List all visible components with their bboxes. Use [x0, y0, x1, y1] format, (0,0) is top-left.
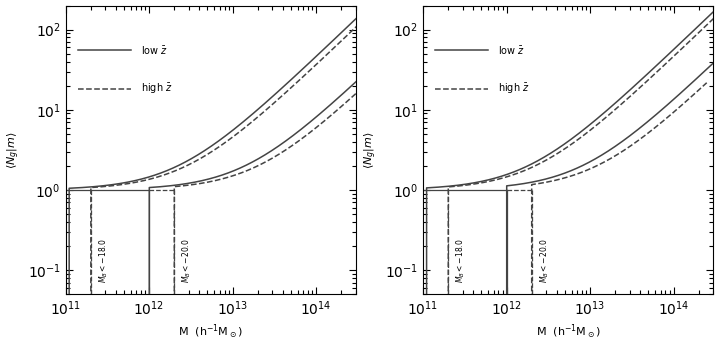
Y-axis label: $\langle N_g|m \rangle$: $\langle N_g|m \rangle$: [6, 131, 22, 169]
Text: $M_B<-18.0$: $M_B<-18.0$: [97, 238, 110, 282]
Text: high $\bar{z}$: high $\bar{z}$: [498, 82, 530, 96]
Text: $M_B<-20.0$: $M_B<-20.0$: [181, 238, 193, 282]
Y-axis label: $\langle N_g|m \rangle$: $\langle N_g|m \rangle$: [363, 131, 380, 169]
X-axis label: M  (h$^{-1}$M$_\odot$): M (h$^{-1}$M$_\odot$): [536, 323, 600, 341]
Text: low $\bar{z}$: low $\bar{z}$: [498, 44, 526, 57]
Text: $M_B<-20.0$: $M_B<-20.0$: [539, 238, 551, 282]
Text: $M_B<-18.0$: $M_B<-18.0$: [454, 238, 467, 282]
Text: low $\bar{z}$: low $\bar{z}$: [141, 44, 168, 57]
Text: high $\bar{z}$: high $\bar{z}$: [141, 82, 173, 96]
X-axis label: M  (h$^{-1}$M$_\odot$): M (h$^{-1}$M$_\odot$): [178, 323, 243, 341]
